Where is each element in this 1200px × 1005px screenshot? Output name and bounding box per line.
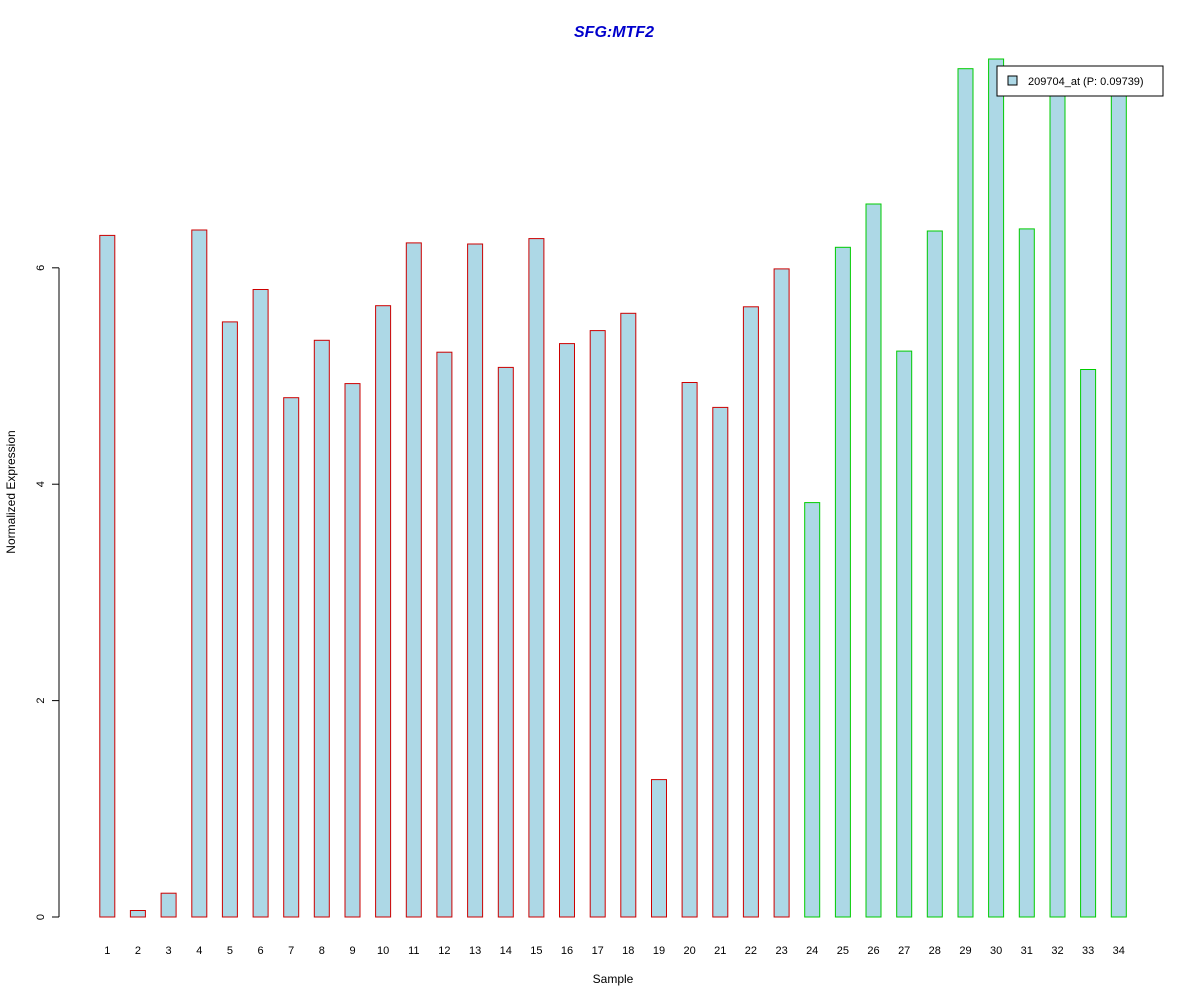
- x-tick-label: 32: [1051, 945, 1063, 957]
- x-tick-label: 24: [806, 945, 818, 957]
- y-tick-label: 6: [35, 265, 47, 271]
- bar-sample-11: [405, 242, 422, 918]
- bar-sample-25: [834, 246, 851, 918]
- bar-sample-7: [283, 397, 300, 918]
- x-tick-label: 10: [377, 945, 389, 957]
- x-tick-label: 34: [1113, 945, 1125, 957]
- bar-sample-6: [252, 289, 269, 918]
- bar-sample-15: [528, 238, 545, 918]
- bar-sample-5: [221, 321, 238, 918]
- x-tick-label: 26: [867, 945, 879, 957]
- bar-sample-18: [620, 312, 637, 918]
- x-tick-label: 17: [592, 945, 604, 957]
- bar-sample-10: [375, 305, 392, 918]
- chart-title: SFG:MTF2: [574, 24, 654, 41]
- x-tick-label: 15: [530, 945, 542, 957]
- x-tick-label: 22: [745, 945, 757, 957]
- x-tick-label: 12: [438, 945, 450, 957]
- legend-box: [996, 65, 1164, 97]
- bar-sample-34: [1110, 89, 1127, 918]
- bar-sample-3: [160, 892, 177, 918]
- bar-sample-20: [681, 382, 698, 918]
- bar-sample-8: [313, 339, 330, 918]
- x-tick-label: 2: [135, 945, 141, 957]
- bar-sample-16: [559, 343, 575, 918]
- x-tick-label: 1: [104, 945, 110, 957]
- x-tick-label: 16: [561, 945, 573, 957]
- bar-sample-28: [926, 230, 943, 918]
- x-tick-label: 11: [408, 945, 419, 957]
- x-tick-label: 14: [500, 945, 512, 957]
- legend: 209704_at (P: 0.09739): [996, 65, 1164, 97]
- bar-sample-30: [988, 58, 1005, 918]
- x-tick-label: 18: [622, 945, 634, 957]
- bar-sample-1: [99, 234, 116, 918]
- bar-sample-23: [773, 268, 790, 918]
- bar-sample-22: [742, 306, 759, 918]
- y-axis: 0 2 4 6: [35, 265, 60, 920]
- x-axis-label: Sample: [593, 972, 634, 986]
- x-tick-label: 27: [898, 945, 910, 957]
- x-tick-label: 3: [166, 945, 172, 957]
- bar-sample-4: [191, 229, 208, 918]
- y-tick-label: 2: [35, 698, 47, 704]
- x-tick-labels: 1 2 3 4 5 6 7 8 9 10 11 12 13 14 15 16 17 18 19 20 21 22 23 24 2…: [104, 945, 1125, 957]
- y-axis-label: Normalized Expression: [4, 430, 18, 553]
- x-tick-label: 30: [990, 945, 1002, 957]
- x-tick-label: 4: [196, 945, 202, 957]
- x-tick-label: 7: [288, 945, 294, 957]
- x-tick-label: 23: [775, 945, 787, 957]
- bar-sample-13: [467, 243, 484, 918]
- bar-sample-24: [804, 502, 821, 918]
- bar-sample-31: [1018, 228, 1035, 918]
- bar-sample-21: [712, 406, 729, 918]
- bar-sample-12: [436, 351, 453, 918]
- x-tick-label: 6: [258, 945, 264, 957]
- bar-sample-33: [1080, 369, 1097, 918]
- x-tick-label: 8: [319, 945, 325, 957]
- legend-swatch: [1007, 75, 1018, 86]
- bar-sample-19: [651, 779, 667, 918]
- bar-sample-26: [865, 203, 882, 918]
- x-tick-label: 20: [683, 945, 695, 957]
- bar-sample-29: [957, 68, 974, 918]
- x-tick-label: 29: [959, 945, 971, 957]
- bars: [99, 58, 1127, 918]
- y-tick-label: 0: [35, 914, 47, 920]
- x-tick-label: 33: [1082, 945, 1094, 957]
- bar-sample-2: [129, 910, 146, 918]
- x-tick-label: 19: [653, 945, 665, 957]
- bar-sample-32: [1049, 88, 1066, 918]
- x-tick-label: 25: [837, 945, 849, 957]
- bar-sample-14: [497, 366, 514, 918]
- y-tick-label: 4: [35, 481, 47, 487]
- x-tick-label: 13: [469, 945, 481, 957]
- x-tick-label: 31: [1021, 945, 1033, 957]
- x-tick-label: 5: [227, 945, 233, 957]
- x-tick-label: 28: [929, 945, 941, 957]
- legend-label: 209704_at (P: 0.09739): [1028, 76, 1144, 88]
- bar-sample-27: [896, 350, 913, 918]
- x-tick-label: 21: [714, 945, 726, 957]
- bar-sample-9: [344, 383, 361, 918]
- x-tick-label: 9: [349, 945, 355, 957]
- bar-sample-17: [589, 330, 606, 918]
